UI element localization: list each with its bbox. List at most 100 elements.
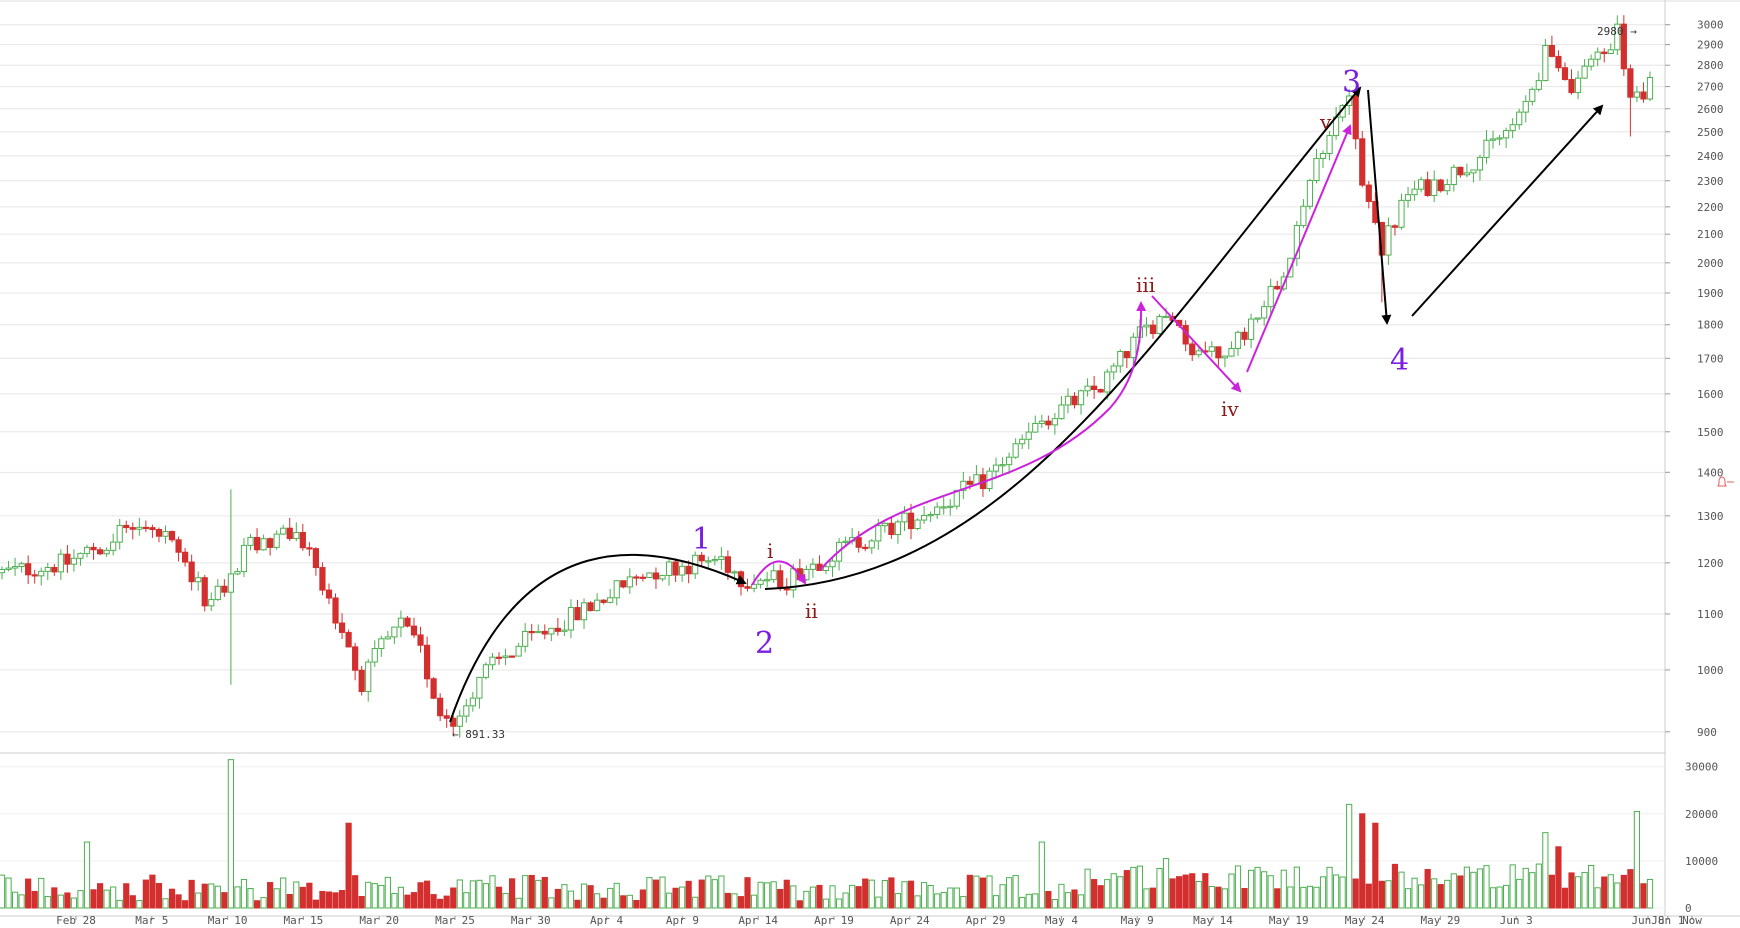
volume-bar <box>1457 875 1464 909</box>
candle-up <box>1385 225 1392 256</box>
wave-label-iv: iv <box>1221 397 1239 421</box>
volume-bar <box>1470 871 1477 909</box>
candle-up <box>607 597 614 603</box>
volume-bar <box>901 881 908 909</box>
price-tick-label: 1600 <box>1697 388 1724 401</box>
price-tick-label: 2800 <box>1697 59 1724 72</box>
volume-bar <box>868 879 875 909</box>
volume-bar <box>1601 876 1608 909</box>
volume-bar <box>894 893 902 909</box>
low-price-marker: ← 891.33 <box>452 728 505 741</box>
volume-bar <box>613 882 620 909</box>
volume-bar <box>1254 866 1261 909</box>
candle-up <box>920 514 928 521</box>
candle-down <box>1437 179 1444 192</box>
candle-down <box>495 656 503 659</box>
candle-down <box>574 607 581 621</box>
volume-bar <box>849 884 856 909</box>
volume-bar <box>1574 876 1582 909</box>
candle-up <box>1411 188 1418 196</box>
volume-bar <box>430 894 437 909</box>
volume-bar <box>881 879 888 909</box>
volume-bar <box>914 895 921 909</box>
volume-bar <box>672 887 679 909</box>
volume-bar <box>1032 893 1039 909</box>
volume-bar <box>1561 887 1569 909</box>
candle-up <box>57 553 64 573</box>
candle-up <box>234 571 241 575</box>
volume-bar <box>809 886 817 909</box>
volume-bar <box>44 895 51 909</box>
volume-bar <box>175 894 182 909</box>
price-tick-label: 2600 <box>1697 103 1724 116</box>
volume-bar <box>1568 872 1575 909</box>
candle-up <box>227 573 234 593</box>
candle-down <box>423 644 431 680</box>
volume-bar <box>116 899 123 909</box>
volume-bar <box>1038 841 1045 909</box>
candle-down <box>450 717 457 727</box>
volume-bar <box>404 894 411 909</box>
price-tick-label: 2100 <box>1697 228 1724 241</box>
candle-up <box>1581 65 1588 79</box>
candle-down <box>1189 343 1196 356</box>
volume-bar <box>129 895 136 909</box>
candle-up <box>1104 371 1111 393</box>
volume-bar <box>1418 884 1425 909</box>
volume-bar <box>1267 875 1274 909</box>
time-tick-label: Mar 5 <box>135 914 168 927</box>
volume-bar <box>410 892 418 909</box>
candle-up <box>1221 355 1229 359</box>
candle-up <box>914 519 921 530</box>
volume-bar <box>875 896 882 909</box>
candle-down <box>1601 51 1608 55</box>
candle-up <box>1254 317 1261 320</box>
volume-bar <box>1332 874 1340 909</box>
candle-down <box>1391 225 1399 228</box>
volume-bar <box>325 891 333 909</box>
candle-up <box>999 464 1006 467</box>
candle-down <box>175 539 182 553</box>
volume-bar <box>724 892 732 909</box>
time-tick-label: Apr 29 <box>966 914 1006 927</box>
volume-bar <box>437 898 444 909</box>
time-tick-label: Apr 24 <box>890 914 930 927</box>
volume-bar <box>1339 876 1346 909</box>
volume-bar <box>685 880 692 909</box>
time-tick-label: Mar 10 <box>208 914 248 927</box>
volume-bar <box>1385 880 1392 909</box>
candle-up <box>1247 318 1255 340</box>
candle-up <box>1574 77 1582 94</box>
volume-bar <box>11 891 19 909</box>
volume-bar <box>528 874 535 909</box>
volume-bar <box>352 875 359 909</box>
alert-bell-icon[interactable] <box>1717 476 1734 487</box>
candle-up <box>502 655 509 658</box>
candle-down <box>31 574 38 577</box>
candle-up <box>1319 153 1327 159</box>
candle-down <box>1620 23 1627 70</box>
volume-bar <box>1431 878 1438 909</box>
volume-bar <box>5 877 12 909</box>
candle-up <box>280 527 287 535</box>
volume-bar <box>1104 879 1111 909</box>
volume-bar <box>1489 887 1497 909</box>
volume-bar <box>103 889 110 909</box>
candle-up <box>829 560 836 568</box>
volume-bar <box>1620 874 1627 909</box>
candle-up <box>476 676 483 699</box>
arrow-subwave-v <box>1246 124 1352 373</box>
candle-up <box>731 571 738 574</box>
candle-up <box>240 544 248 573</box>
volume-bar <box>744 877 751 909</box>
volume-bar <box>1437 884 1444 909</box>
volume-bar <box>1136 865 1144 909</box>
candle-up <box>1529 88 1536 102</box>
candle-up <box>77 552 84 559</box>
candle-down <box>338 622 346 633</box>
volume-bar <box>18 894 25 909</box>
candle-up <box>940 506 947 509</box>
candle-down <box>267 538 274 548</box>
candle-down <box>319 567 326 591</box>
candle-up <box>103 549 110 555</box>
